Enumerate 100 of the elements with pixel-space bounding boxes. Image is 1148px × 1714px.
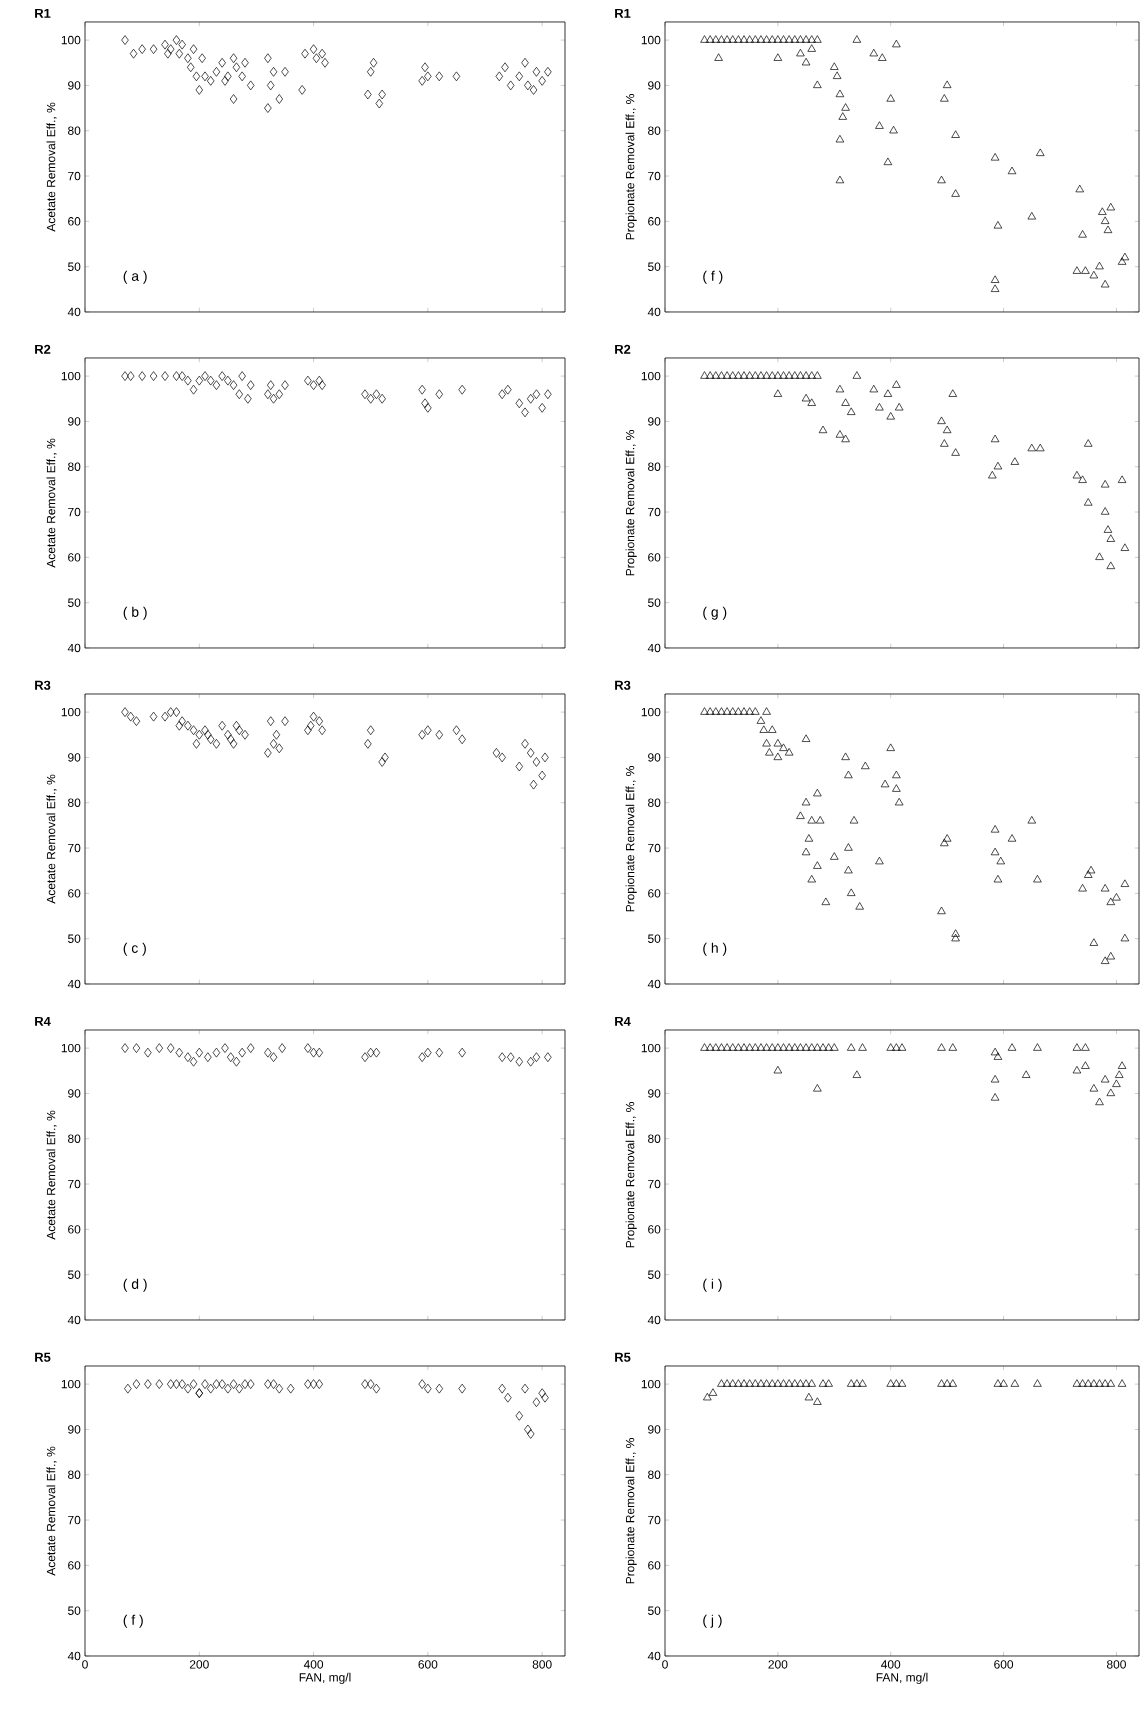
y-axis-title: Propionate Removal Eff., % — [625, 766, 637, 912]
point — [315, 375, 324, 386]
point — [366, 393, 375, 404]
point — [993, 1052, 1003, 1060]
point — [361, 389, 369, 400]
y-tick-label: 40 — [647, 979, 661, 989]
point — [212, 738, 221, 749]
point — [229, 1379, 238, 1389]
point — [532, 66, 541, 77]
point — [801, 371, 811, 379]
point — [739, 1043, 749, 1051]
point — [218, 1379, 226, 1389]
y-tick-label: 80 — [68, 126, 81, 135]
point — [773, 1379, 783, 1387]
point — [807, 1043, 816, 1051]
point — [892, 1379, 901, 1387]
y-tick-label: 60 — [648, 1561, 661, 1570]
chart-title: R2 — [615, 344, 631, 354]
point — [1078, 1379, 1087, 1387]
point — [807, 398, 816, 406]
y-axis-title: Propionate Removal Eff., % — [625, 1438, 637, 1584]
point — [166, 44, 175, 55]
point — [304, 725, 312, 736]
point — [1100, 1074, 1110, 1083]
point — [818, 1043, 828, 1051]
y-tick-label: 40 — [647, 643, 661, 653]
y-tick-label: 80 — [68, 798, 81, 807]
y-axis-title: Acetate Removal Eff., % — [46, 1446, 57, 1576]
chart-title: R1 — [35, 8, 51, 18]
point — [722, 1043, 732, 1051]
point — [175, 48, 184, 59]
point — [264, 103, 272, 113]
annotation: ( f ) — [123, 1614, 143, 1628]
point — [892, 1043, 901, 1051]
point — [366, 66, 375, 77]
annotation: ( g ) — [703, 606, 727, 620]
point — [779, 1043, 788, 1051]
point — [458, 384, 466, 395]
y-tick-label: 70 — [68, 507, 81, 517]
point — [232, 62, 241, 73]
point — [364, 89, 372, 100]
point — [756, 1379, 766, 1387]
point — [1089, 1084, 1099, 1092]
point — [121, 707, 129, 717]
point — [189, 384, 198, 395]
point — [244, 393, 252, 404]
point — [201, 371, 209, 381]
point — [144, 1379, 152, 1389]
point — [435, 729, 444, 740]
point — [937, 416, 946, 425]
point — [773, 1043, 783, 1051]
point — [458, 734, 466, 745]
point — [235, 725, 244, 736]
point — [266, 80, 275, 91]
point — [515, 761, 524, 772]
point — [241, 1379, 249, 1389]
point — [129, 48, 138, 59]
point — [309, 380, 318, 391]
point — [1095, 552, 1104, 560]
point — [498, 1383, 506, 1394]
y-tick-label: 80 — [68, 462, 81, 471]
y-tick-label: 50 — [648, 1606, 661, 1615]
y-axis-title: Acetate Removal Eff., % — [46, 102, 57, 232]
point — [897, 1379, 907, 1387]
point — [306, 720, 315, 731]
point — [221, 76, 229, 86]
point — [846, 1043, 856, 1051]
y-tick-label: 40 — [67, 643, 81, 653]
point — [212, 380, 221, 391]
point — [192, 71, 201, 82]
point — [773, 389, 783, 397]
point — [705, 371, 715, 379]
y-tick-label: 80 — [68, 1134, 81, 1143]
point — [206, 734, 215, 745]
point — [886, 1043, 895, 1051]
point — [835, 384, 845, 393]
point — [495, 71, 504, 82]
point — [1083, 1379, 1093, 1387]
point — [773, 1065, 783, 1074]
y-tick-label: 100 — [61, 1043, 81, 1053]
point — [796, 371, 805, 379]
point — [312, 53, 321, 64]
point — [728, 1043, 737, 1051]
y-tick-label: 70 — [648, 507, 661, 517]
point — [717, 1379, 726, 1387]
point — [734, 1379, 743, 1387]
point — [796, 1043, 805, 1051]
point — [424, 71, 432, 82]
y-tick-label: 80 — [648, 798, 661, 807]
point — [807, 1379, 816, 1387]
y-tick-label: 90 — [68, 1089, 81, 1098]
y-tick-label: 50 — [648, 934, 661, 943]
y-tick-label: 50 — [68, 598, 81, 607]
point — [948, 1043, 958, 1051]
point — [421, 398, 429, 409]
y-tick-label: 60 — [648, 1225, 661, 1234]
point — [206, 375, 215, 386]
point — [1112, 1079, 1121, 1087]
point — [201, 71, 209, 82]
point — [501, 62, 509, 73]
